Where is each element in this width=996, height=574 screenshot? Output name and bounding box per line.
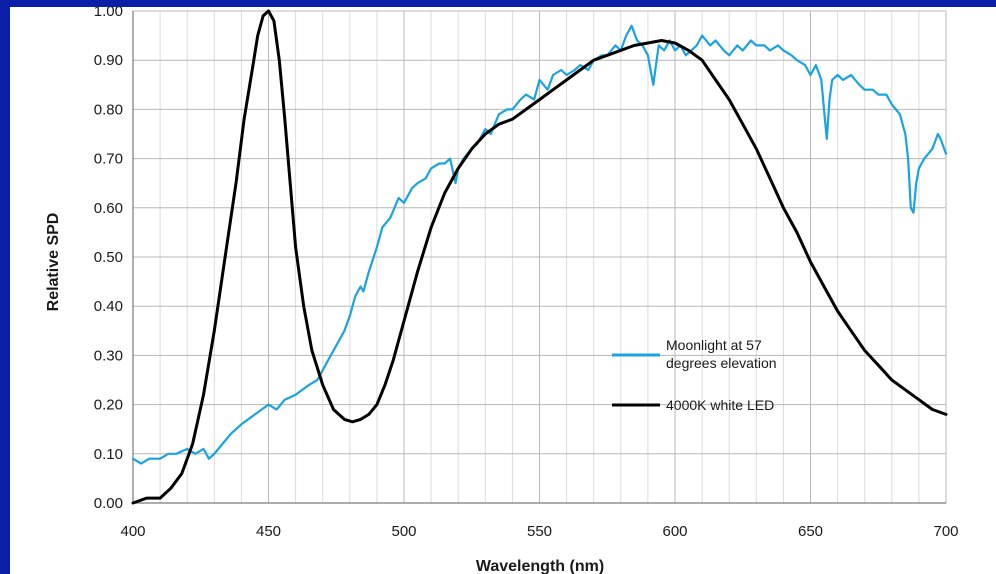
legend: Moonlight at 57 degrees elevation 4000K … [612,337,777,413]
x-tick-label: 400 [120,523,145,540]
x-tick-label: 550 [527,523,552,540]
x-tick-label: 600 [662,523,687,540]
y-tick-label: 0.80 [94,101,123,118]
x-tick-label: 500 [391,523,416,540]
legend-label-moonlight-line2: degrees elevation [666,355,777,371]
x-tick-labels: 400 450 500 550 600 650 700 [120,523,958,540]
y-tick-label: 0.40 [94,298,123,315]
series-lines [131,9,948,505]
y-tick-label: 0.60 [94,200,123,217]
series-line-moonlight [131,24,948,465]
series-line-led-4000k [131,9,948,505]
grid-lines [132,10,947,504]
legend-label-led: 4000K white LED [666,397,774,413]
y-tick-labels: 0.00 0.10 0.20 0.30 0.40 0.50 0.60 0.70 0.80 0.90… [94,7,123,512]
y-tick-label: 0.20 [94,397,123,414]
x-tick-label: 700 [933,523,958,540]
y-tick-label: 0.50 [94,249,123,266]
chart-panel: 0.00 0.10 0.20 0.30 0.40 0.50 0.60 0.70 0.80 0.90… [10,7,996,574]
y-axis-title: Relative SPD [45,213,62,312]
legend-label-moonlight-line1: Moonlight at 57 [666,337,762,353]
y-tick-label: 0.90 [94,52,123,69]
x-tick-label: 650 [798,523,823,540]
axes [132,11,946,504]
y-tick-label: 0.70 [94,151,123,168]
y-tick-label: 0.30 [94,347,123,364]
y-tick-label: 1.00 [94,7,123,20]
y-tick-label: 0.00 [94,495,123,512]
spd-line-chart: 0.00 0.10 0.20 0.30 0.40 0.50 0.60 0.70 0.80 0.90… [45,7,959,574]
x-tick-label: 450 [256,523,281,540]
y-tick-label: 0.10 [94,446,123,463]
x-axis-title: Wavelength (nm) [476,558,604,574]
